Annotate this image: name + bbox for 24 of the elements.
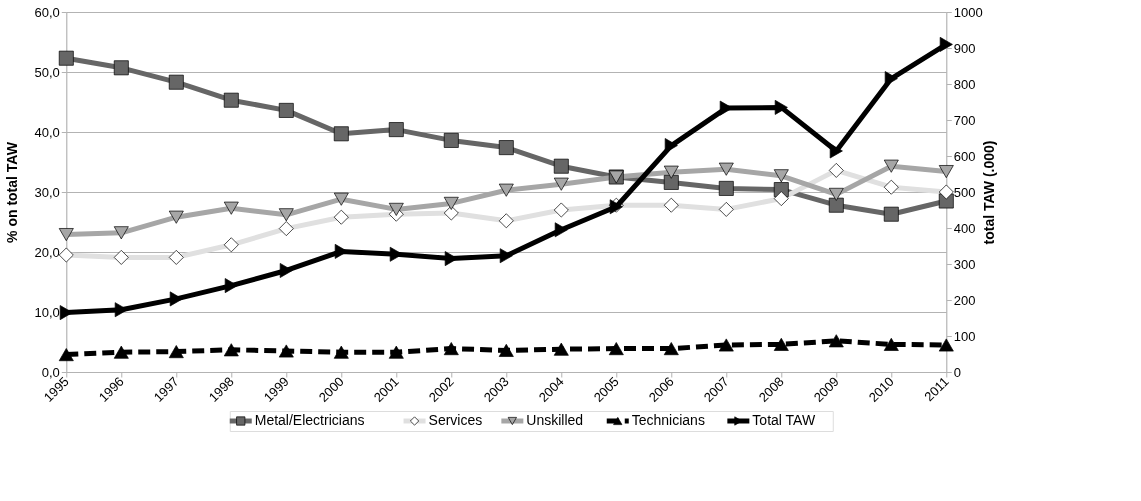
y-tick-label: 40,0 <box>34 124 60 140</box>
y-tick-label: 30,0 <box>34 184 60 200</box>
y2-tick-label: 100 <box>953 328 976 344</box>
y-axis-title: % on total TAW <box>4 141 21 243</box>
y-tick-label: 10,0 <box>34 304 60 320</box>
y2-tick-label: 200 <box>953 292 976 308</box>
legend-label: Services <box>428 412 483 428</box>
y2-tick-label: 900 <box>953 40 976 56</box>
legend-label: Unskilled <box>526 412 584 428</box>
y2-tick-label: 300 <box>953 256 976 272</box>
legend-label: Total TAW <box>752 412 816 428</box>
y2-tick-label: 600 <box>953 148 976 164</box>
y-tick-label: 50,0 <box>34 64 60 80</box>
legend-label: Technicians <box>631 412 705 428</box>
y-tick-label: 20,0 <box>34 244 60 260</box>
legend-label: Metal/Electricians <box>254 412 365 428</box>
y2-axis-title: total TAW (.000) <box>980 140 997 245</box>
y2-tick-label: 500 <box>953 184 976 200</box>
y-tick-label: 60,0 <box>34 4 60 20</box>
y2-tick-label: 400 <box>953 220 976 236</box>
y2-tick-label: 0 <box>953 364 962 380</box>
y2-tick-label: 700 <box>953 112 976 128</box>
y2-tick-label: 1000 <box>953 4 983 20</box>
y2-tick-label: 800 <box>953 76 976 92</box>
